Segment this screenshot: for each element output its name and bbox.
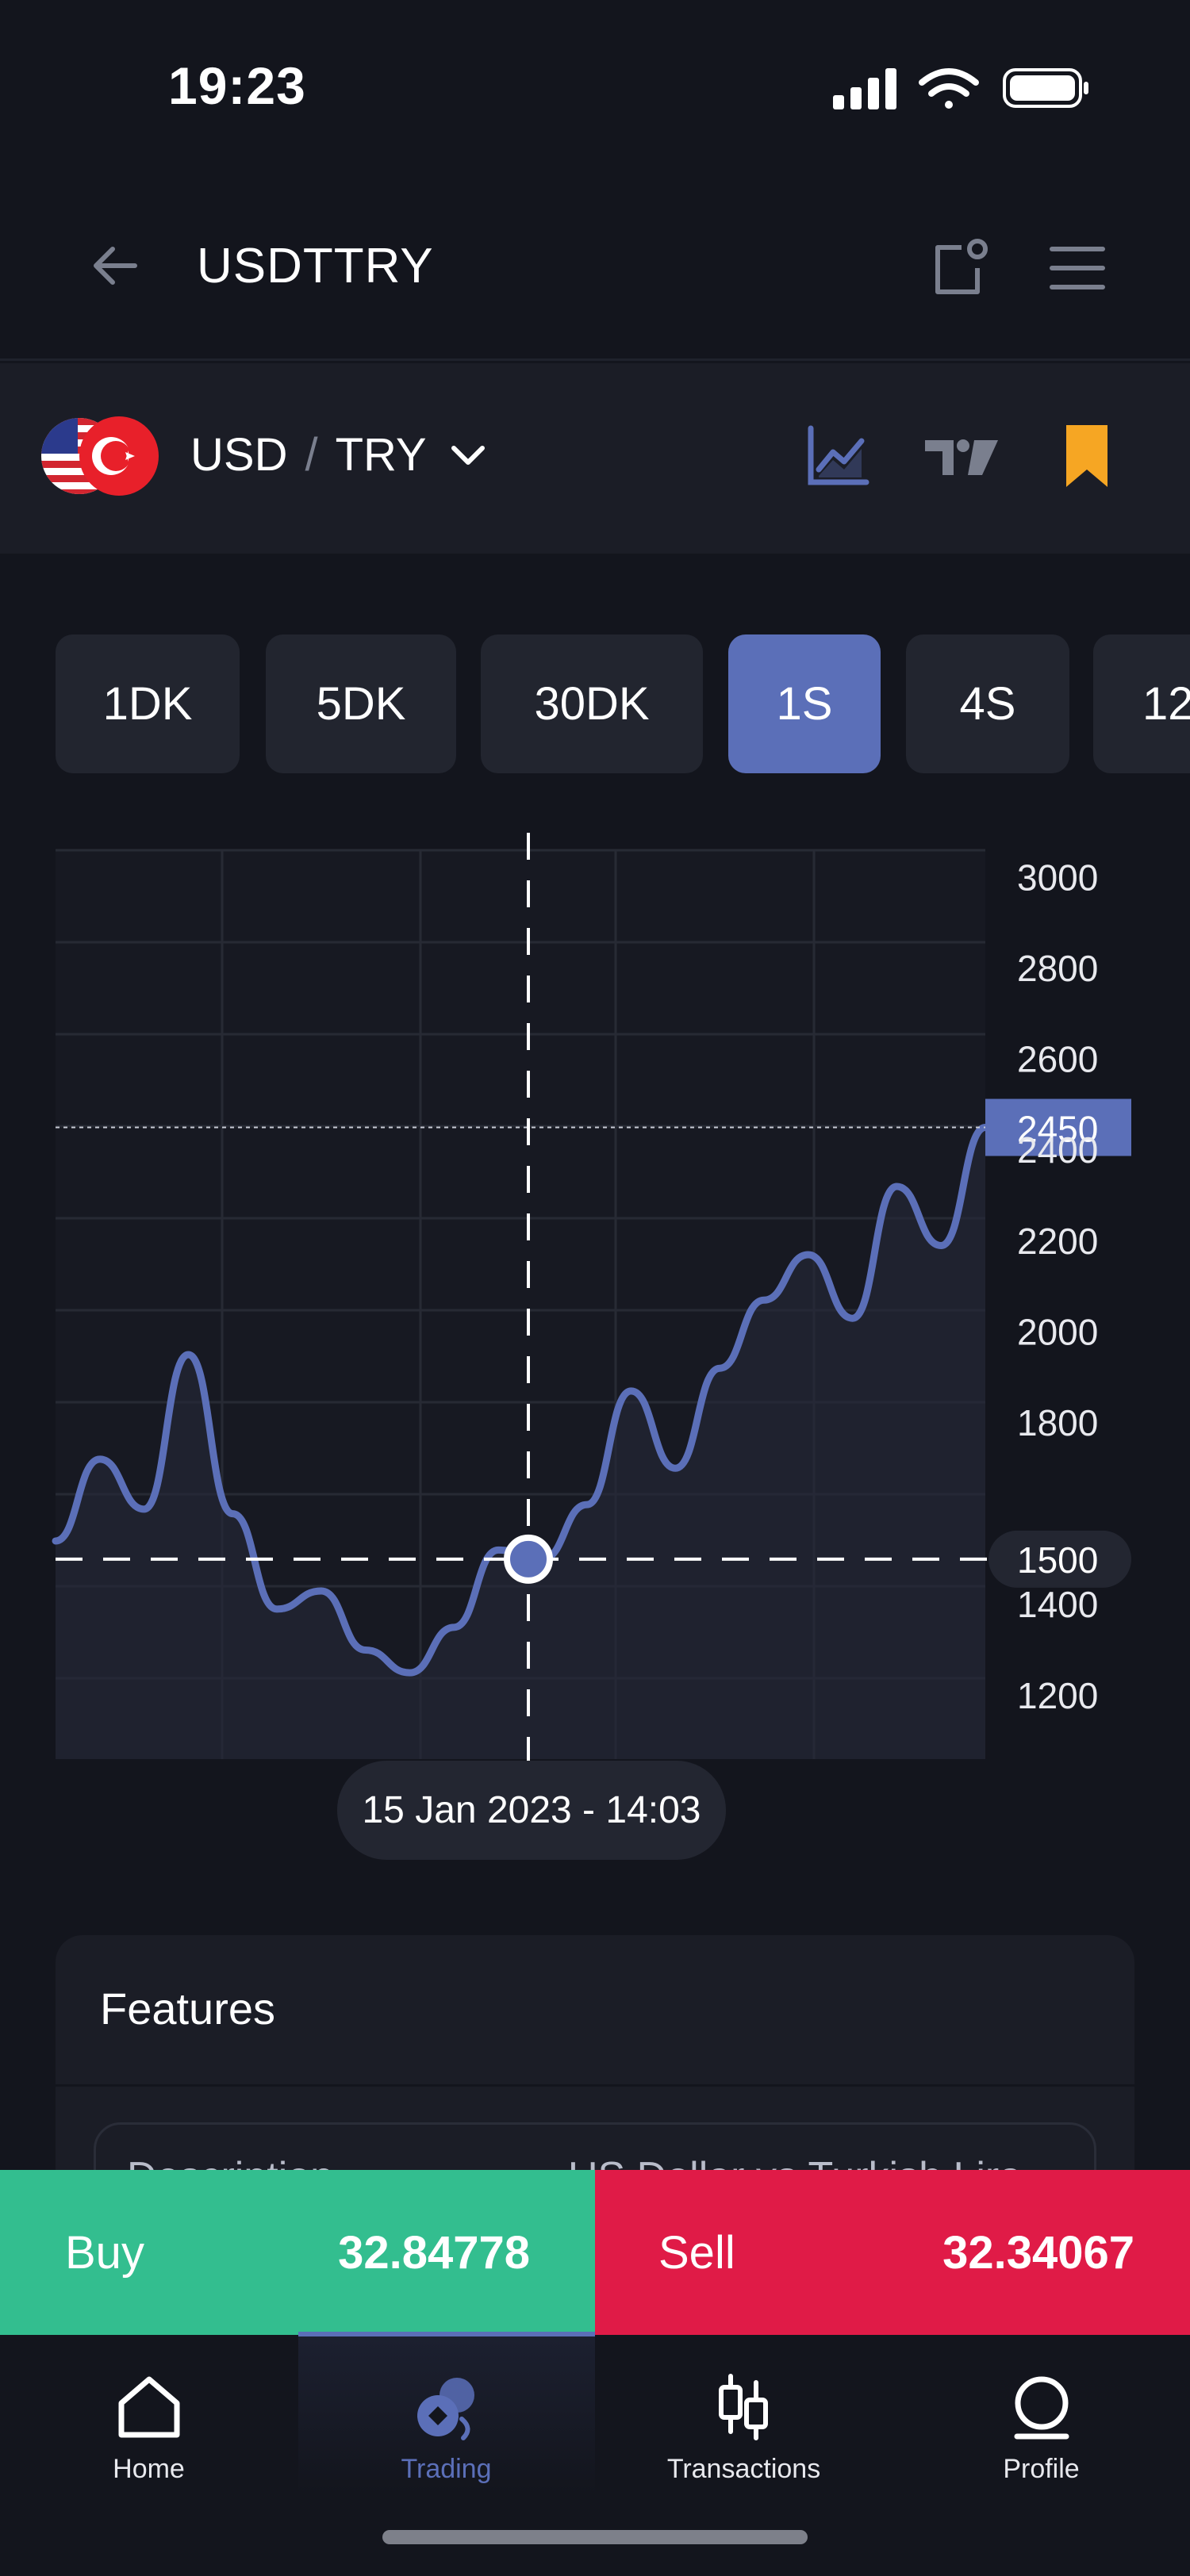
- share-button[interactable]: [928, 236, 992, 300]
- signal-icon: [833, 68, 896, 109]
- sell-price: 32.34067: [942, 2226, 1134, 2279]
- share-icon: [935, 239, 988, 294]
- timeframe-chip-30dk[interactable]: 30DK: [481, 634, 703, 773]
- y-tick-label: 2400: [1017, 1129, 1098, 1171]
- nav-active-indicator: [298, 2332, 595, 2336]
- base-currency: USD: [190, 429, 288, 481]
- nav-label-trading: Trading: [401, 2454, 492, 2484]
- hamburger-menu-icon: [1050, 247, 1105, 289]
- sell-button[interactable]: Sell 32.34067: [595, 2170, 1190, 2335]
- crosshair-tooltip: 15 Jan 2023 - 14:03: [337, 1761, 726, 1860]
- timeframe-chip-4s[interactable]: 4S: [906, 634, 1069, 773]
- back-button[interactable]: [79, 230, 151, 301]
- buy-price: 32.84778: [338, 2226, 530, 2279]
- nav-item-profile[interactable]: Profile: [892, 2371, 1190, 2490]
- y-tick-label: 2200: [1017, 1221, 1098, 1262]
- nav-item-trading[interactable]: Trading: [298, 2371, 595, 2490]
- features-title: Features: [100, 1984, 275, 2034]
- page-title: USDTTRY: [197, 239, 434, 293]
- nav-label-profile: Profile: [1003, 2454, 1080, 2484]
- buy-button[interactable]: Buy 32.84778: [0, 2170, 595, 2335]
- app-header: [0, 198, 1190, 361]
- bookmark-icon[interactable]: [1055, 420, 1119, 492]
- nav-item-home[interactable]: Home: [0, 2371, 298, 2490]
- battery-icon: [1003, 68, 1088, 108]
- transactions-icon: [718, 2374, 768, 2440]
- sell-label: Sell: [658, 2226, 735, 2279]
- menu-button[interactable]: [1046, 236, 1109, 300]
- y-tick-label: 2600: [1017, 1039, 1098, 1080]
- timeframe-chips: 1DK 5DK 30DK 1S 4S 12S: [56, 634, 1190, 773]
- timeframe-chip-5dk[interactable]: 5DK: [266, 634, 456, 773]
- home-indicator: [382, 2530, 808, 2544]
- currency-flags: [41, 416, 159, 496]
- timeframe-chip-1dk[interactable]: 1DK: [56, 634, 240, 773]
- trading-icon: [416, 2378, 474, 2440]
- crosshair-price-label: 1500: [1017, 1539, 1098, 1581]
- nav-item-transactions[interactable]: Transactions: [595, 2371, 892, 2490]
- series-area: [56, 1127, 985, 1759]
- timeframe-chip-12s[interactable]: 12S: [1093, 634, 1190, 773]
- y-tick-label: 1800: [1017, 1402, 1098, 1443]
- buy-label: Buy: [65, 2226, 144, 2279]
- home-icon: [118, 2376, 179, 2438]
- y-tick-label: 2800: [1017, 948, 1098, 989]
- pair-selector[interactable]: USD / TRY: [190, 428, 427, 481]
- tradingview-icon[interactable]: [922, 424, 1001, 488]
- back-arrow-icon: [94, 247, 137, 285]
- features-divider: [56, 2084, 1134, 2087]
- status-icons: [833, 68, 1088, 109]
- profile-icon: [1014, 2376, 1069, 2440]
- y-tick-label: 2000: [1017, 1311, 1098, 1352]
- wifi-icon: [919, 68, 979, 109]
- pair-separator: /: [305, 429, 318, 481]
- y-tick-label: 1400: [1017, 1584, 1098, 1625]
- current-price-label: 2450: [1017, 1109, 1098, 1150]
- pair-bar: [0, 363, 1190, 554]
- price-chart[interactable]: 2450 3000 2800 2600 2400 2200 2000 1800 1400 1200…: [0, 833, 1190, 1784]
- quote-currency: TRY: [335, 429, 427, 481]
- current-price-tag: [985, 1098, 1131, 1156]
- chevron-down-icon[interactable]: [444, 432, 492, 480]
- status-time: 19:23: [168, 56, 306, 115]
- crosshair-price-tag: [988, 1530, 1131, 1588]
- nav-label-home: Home: [113, 2454, 185, 2484]
- line-chart-icon[interactable]: [801, 420, 873, 492]
- turkey-flag-icon: [79, 416, 159, 496]
- crosshair-point: [504, 1534, 553, 1584]
- y-tick-label: 1200: [1017, 1675, 1098, 1716]
- nav-label-transactions: Transactions: [666, 2454, 821, 2484]
- timeframe-chip-1s[interactable]: 1S: [728, 634, 881, 773]
- y-tick-label: 3000: [1017, 857, 1098, 898]
